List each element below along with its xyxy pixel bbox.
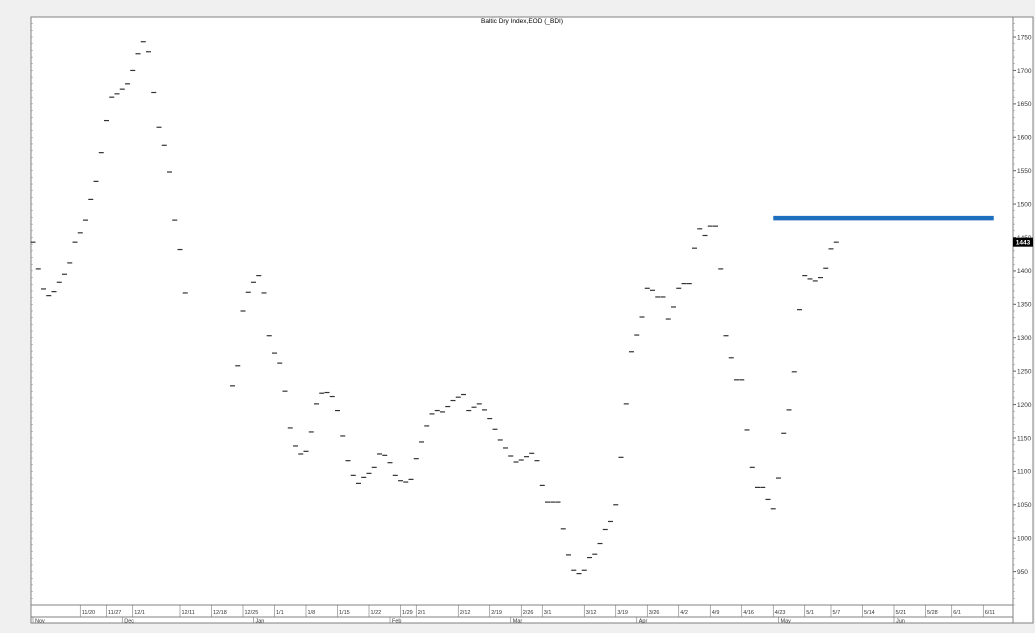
month-label: Dec <box>124 619 134 625</box>
last-value-label: 1443 <box>1016 239 1031 246</box>
y-tick-label: 1500 <box>1017 201 1032 208</box>
y-tick-label: 1000 <box>1017 535 1032 542</box>
bars-layer <box>30 41 839 575</box>
y-tick-label: 1700 <box>1017 68 1032 75</box>
y-tick-label: 1100 <box>1017 469 1031 476</box>
x-tick-label: 12/18 <box>213 610 227 616</box>
x-tick-label: 12/1 <box>134 610 145 616</box>
plot-area <box>30 16 1014 606</box>
x-tick-label: 1/22 <box>371 610 382 616</box>
x-tick-label: 3/19 <box>617 610 628 616</box>
x-tick-label: 3/26 <box>649 610 660 616</box>
x-tick-label: 5/21 <box>896 610 907 616</box>
chart-title: Baltic Dry Index,EOD (_BDI) <box>481 18 563 25</box>
month-label: Nov <box>35 619 45 625</box>
x-tick-label: 12/11 <box>182 610 195 616</box>
x-tick-label: 2/12 <box>460 610 471 616</box>
y-axis-band <box>1012 16 1034 624</box>
last-value-badge-box <box>1013 237 1033 247</box>
y-tick-label: 1200 <box>1017 402 1032 409</box>
y-tick-label: 1300 <box>1017 335 1032 342</box>
y-tick-label: 1050 <box>1017 502 1032 509</box>
x-tick-label: 4/23 <box>775 610 786 616</box>
month-label: Mar <box>513 619 523 625</box>
y-tick-label: 1750 <box>1017 34 1032 41</box>
x-axis: 11/20 11/27 12/1 12/11 12/18 12/25 1/1 1/8 1/15 1… <box>32 605 995 625</box>
x-tick-label: 1/1 <box>276 610 284 616</box>
x-tick-label: 5/7 <box>833 610 841 616</box>
y-tick-label: 1150 <box>1017 435 1031 442</box>
month-label: Apr <box>639 619 648 625</box>
x-tick-label: 4/9 <box>712 610 720 616</box>
y-tick-label: 950 <box>1017 569 1028 576</box>
month-label: Jan <box>256 619 265 625</box>
x-tick-label: 2/19 <box>491 610 502 616</box>
last-value-badge: 1443 <box>1013 237 1033 247</box>
x-tick-label: 5/14 <box>864 610 875 616</box>
y-tick-label: 1350 <box>1017 302 1032 309</box>
x-tick-label: 6/1 <box>953 610 961 616</box>
x-tick-label: 11/20 <box>82 610 95 616</box>
y-tick-label: 1550 <box>1017 168 1032 175</box>
x-tick-label: 12/25 <box>245 610 259 616</box>
x-tick-label: 1/15 <box>339 610 350 616</box>
y-tick-label: 1600 <box>1017 135 1032 142</box>
month-label: Jun <box>896 619 905 625</box>
x-tick-label: 1/29 <box>402 610 413 616</box>
x-tick-label: 11/27 <box>108 610 121 616</box>
x-tick-label: 5/28 <box>927 610 938 616</box>
x-tick-label: 6/11 <box>985 610 995 616</box>
y-tick-label: 1250 <box>1017 368 1032 375</box>
x-tick-label: 1/8 <box>308 610 316 616</box>
x-tick-label: 3/1 <box>544 610 552 616</box>
y-tick-label: 1400 <box>1017 268 1032 275</box>
x-tick-label: 5/1 <box>806 610 814 616</box>
x-tick-label: 2/26 <box>523 610 534 616</box>
month-label: May <box>781 619 792 625</box>
x-tick-label: 4/16 <box>743 610 754 616</box>
x-tick-label: 2/1 <box>418 610 426 616</box>
x-tick-label: 3/12 <box>586 610 597 616</box>
month-label: Feb <box>392 619 401 625</box>
x-tick-label: 4/2 <box>680 610 688 616</box>
y-tick-label: 1650 <box>1017 101 1032 108</box>
